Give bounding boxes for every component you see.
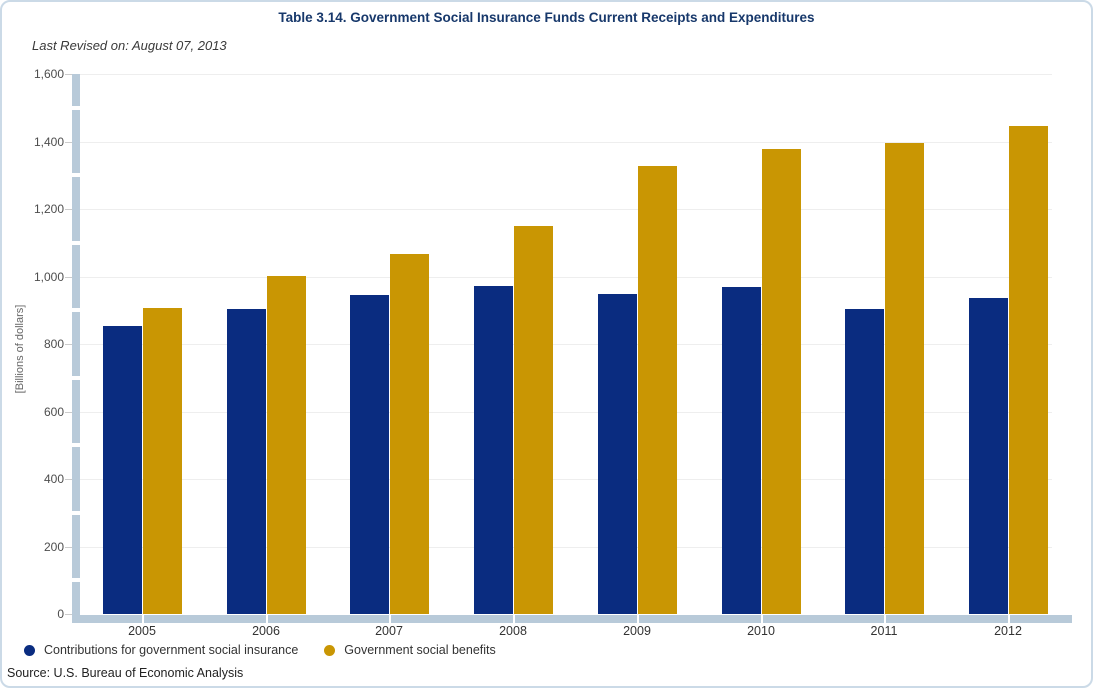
y-axis-minor-tick	[72, 241, 80, 245]
y-gridline	[80, 277, 1052, 278]
y-gridline	[80, 412, 1052, 413]
y-tick-mark	[65, 547, 72, 548]
x-axis-tick	[389, 615, 391, 623]
x-tick-label: 2011	[870, 624, 898, 638]
bar-2009-benefits	[638, 166, 677, 614]
x-axis-tick	[142, 615, 144, 623]
y-axis-minor-tick	[72, 511, 80, 515]
x-axis-tick	[513, 615, 515, 623]
y-axis-minor-tick	[72, 308, 80, 312]
bar-2006-benefits	[267, 276, 306, 614]
x-tick-label: 2009	[623, 624, 651, 638]
x-axis-tick	[266, 615, 268, 623]
x-tick-label: 2008	[499, 624, 527, 638]
y-gridline	[80, 547, 1052, 548]
y-tick-label: 800	[43, 337, 64, 351]
legend-dot-icon	[24, 644, 35, 656]
y-tick-label: 600	[43, 405, 64, 419]
y-gridline	[80, 479, 1052, 480]
y-gridline	[80, 74, 1052, 75]
y-gridline	[80, 209, 1052, 210]
bar-2011-contributions	[845, 309, 884, 614]
bar-2011-benefits	[885, 143, 924, 614]
y-tick-label: 1,400	[33, 135, 64, 149]
x-axis-tick	[761, 615, 763, 623]
y-tick-label: 0	[57, 607, 64, 621]
y-tick-mark	[65, 142, 72, 143]
y-axis-minor-tick	[72, 106, 80, 110]
bar-2010-contributions	[722, 287, 761, 614]
x-axis-tick	[637, 615, 639, 623]
y-axis-minor-tick	[72, 376, 80, 380]
bar-2005-benefits	[143, 308, 182, 614]
y-tick-mark	[65, 74, 72, 75]
x-axis-tick	[884, 615, 886, 623]
x-axis-bar	[72, 615, 1072, 623]
x-tick-label: 2010	[747, 624, 775, 638]
y-tick-mark	[65, 412, 72, 413]
x-tick-label: 2012	[994, 624, 1022, 638]
y-tick-label: 400	[43, 472, 64, 486]
chart-title: Table 3.14. Government Social Insurance …	[278, 10, 815, 25]
y-tick-mark	[65, 209, 72, 210]
legend-dot-icon	[324, 644, 336, 656]
y-axis-minor-tick	[72, 443, 80, 447]
y-tick-label: 1,600	[33, 67, 64, 81]
legend-item-benefits: Government social benefits	[324, 643, 496, 657]
bar-2009-contributions	[598, 294, 637, 614]
legend-label: Contributions for government social insu…	[44, 643, 299, 657]
legend-item-contributions: Contributions for government social insu…	[24, 643, 298, 657]
y-gridline	[80, 344, 1052, 345]
last-revised-note: Last Revised on: August 07, 2013	[32, 38, 227, 53]
bar-2012-benefits	[1009, 126, 1048, 614]
y-tick-label: 200	[43, 540, 64, 554]
x-tick-label: 2006	[252, 624, 280, 638]
y-tick-mark	[65, 277, 72, 278]
y-tick-label: 1,000	[33, 270, 64, 284]
y-tick-mark	[65, 614, 72, 615]
bar-2012-contributions	[969, 298, 1008, 614]
x-tick-label: 2007	[375, 624, 403, 638]
bar-2008-contributions	[474, 286, 513, 614]
bar-2006-contributions	[227, 309, 266, 614]
legend: Contributions for government social insu…	[24, 643, 496, 657]
x-tick-label: 2005	[128, 624, 156, 638]
y-tick-mark	[65, 344, 72, 345]
y-tick-mark	[65, 479, 72, 480]
y-gridline	[80, 142, 1052, 143]
legend-label: Government social benefits	[344, 643, 496, 657]
y-axis-bar	[72, 74, 80, 623]
bar-2005-contributions	[103, 326, 142, 614]
bar-2010-benefits	[762, 149, 801, 614]
x-axis-tick	[1008, 615, 1010, 623]
y-axis-minor-tick	[72, 173, 80, 177]
bar-2008-benefits	[514, 226, 553, 614]
source-note: Source: U.S. Bureau of Economic Analysis	[7, 666, 244, 680]
bar-2007-contributions	[350, 295, 389, 614]
y-tick-label: 1,200	[33, 202, 64, 216]
bar-2007-benefits	[390, 254, 429, 614]
y-axis-minor-tick	[72, 578, 80, 582]
